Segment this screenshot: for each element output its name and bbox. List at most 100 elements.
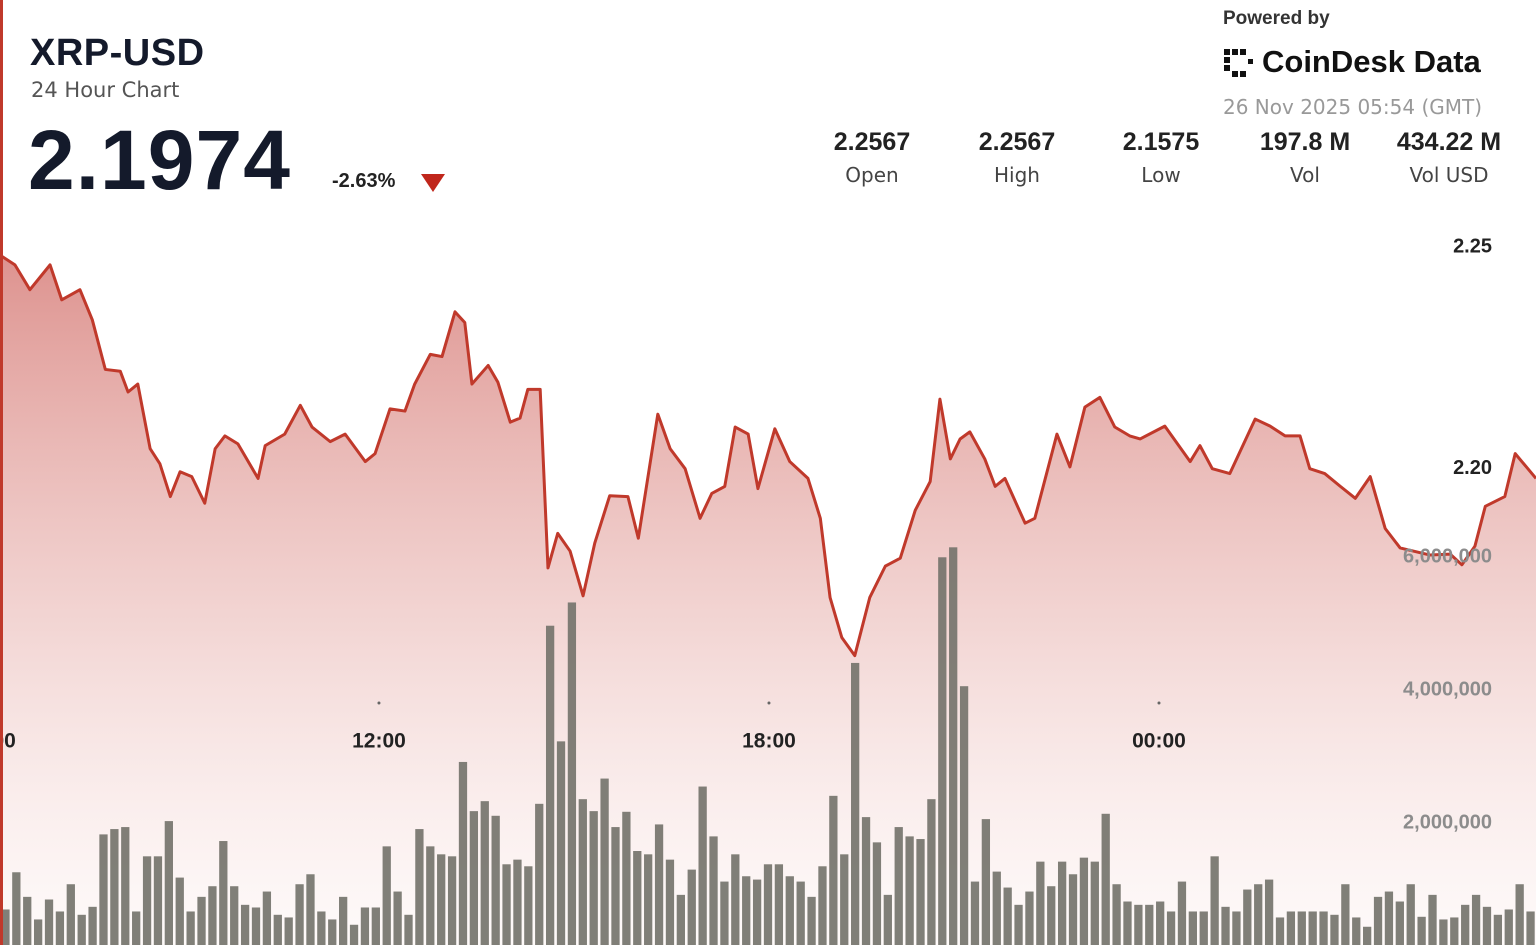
- volume-bar: [1428, 894, 1437, 945]
- volume-bar: [698, 786, 707, 945]
- volume-bar: [295, 884, 304, 945]
- x-tick-label: 18:00: [742, 730, 796, 753]
- x-tick-mark: [1157, 701, 1161, 705]
- volume-bar: [186, 911, 195, 945]
- volume-bar: [676, 894, 685, 945]
- brand-name: CoinDesk Data: [1262, 44, 1481, 79]
- volume-bar: [567, 602, 577, 945]
- volume-bar: [1014, 904, 1023, 945]
- volume-bar: [1057, 861, 1067, 945]
- volume-bar: [328, 919, 337, 945]
- volume-bar: [1264, 879, 1274, 945]
- volume-bar: [88, 906, 97, 945]
- timestamp: 26 Nov 2025 05:54 (GMT): [1223, 95, 1483, 119]
- volume-bar: [1504, 909, 1513, 945]
- stat-label: Vol: [1290, 163, 1320, 187]
- volume-bar: [12, 872, 21, 945]
- volume-bar: [251, 907, 261, 945]
- x-tick-label: 12:00: [352, 730, 406, 753]
- stat-label: Open: [845, 163, 899, 187]
- volume-bar: [1199, 911, 1208, 945]
- x-tick-label: 00:00: [1132, 730, 1186, 753]
- volume-bar: [1417, 916, 1426, 945]
- volume-bar: [1363, 926, 1372, 945]
- volume-bar: [981, 819, 991, 945]
- axis-labels: 2.20 2.25 2,000,000 4,000,000 6,000,000 06:00…: [0, 235, 1492, 833]
- volume-bar: [872, 842, 882, 945]
- volume-bar: [1232, 911, 1241, 945]
- volume-bar: [1134, 904, 1143, 945]
- volume-bar: [491, 815, 500, 945]
- x-tick-mark: [377, 701, 381, 705]
- volume-bar: [1079, 857, 1089, 945]
- volume-bar: [33, 919, 43, 945]
- volume-bar: [1330, 914, 1339, 945]
- volume-bar: [1286, 911, 1296, 945]
- volume-bar: [633, 851, 642, 945]
- stat: 434.22 M Vol USD: [1379, 128, 1519, 187]
- price-area: [0, 255, 1536, 945]
- volume-bar: [284, 917, 293, 945]
- volume-bar: [1471, 894, 1481, 945]
- volume-bar: [524, 866, 533, 945]
- y2-tick-label: 4,000,000: [1403, 678, 1492, 700]
- volume-bar: [731, 854, 740, 945]
- volume-bar: [949, 547, 958, 945]
- volume-bar: [578, 799, 587, 945]
- volume-bar: [1275, 917, 1285, 945]
- volume-bar: [360, 907, 370, 945]
- chart-title: XRP-USD: [30, 32, 205, 74]
- volume-bar: [240, 904, 250, 945]
- volume-bar: [829, 795, 838, 945]
- volume-bar: [1090, 861, 1099, 945]
- volume-bar: [44, 899, 54, 945]
- volume-bar: [992, 871, 1001, 945]
- volume-bar: [480, 801, 489, 945]
- volume-bar: [339, 896, 348, 945]
- volume-bar: [796, 881, 805, 945]
- volume-bar: [121, 827, 130, 945]
- stat: 2.2567 Open: [802, 128, 942, 187]
- volume-bar: [110, 829, 119, 945]
- volume-bar: [883, 894, 892, 945]
- volume-bar: [1461, 904, 1470, 945]
- volume-bar: [1243, 889, 1252, 945]
- volume-bar: [208, 886, 217, 945]
- stat-figure: 2.2567: [833, 128, 911, 156]
- volume-bar: [382, 846, 391, 945]
- x-tick-label: 06:00: [0, 730, 16, 753]
- volume-bar: [1003, 887, 1012, 945]
- stat-label: Low: [1141, 163, 1181, 187]
- volume-bars: [1, 547, 1535, 945]
- volume-bar: [1406, 884, 1415, 945]
- volume-bar: [1036, 861, 1045, 945]
- y-tick-label: 2.20: [1453, 457, 1492, 479]
- volume-bar: [535, 803, 544, 945]
- volume-bar: [306, 874, 315, 945]
- volume-bar: [894, 827, 903, 945]
- volume-bar: [1254, 884, 1263, 945]
- volume-bar: [938, 557, 947, 945]
- stat-figure: 197.8 M: [1259, 128, 1351, 156]
- chart-subtitle: 24 Hour Chart: [31, 78, 180, 102]
- plot: [0, 253, 1536, 945]
- volume-bar: [970, 881, 980, 945]
- volume-bar: [752, 879, 762, 945]
- volume-bar: [742, 876, 751, 945]
- volume-bar: [1177, 881, 1187, 945]
- volume-bar: [1221, 906, 1230, 945]
- volume-bar: [1188, 911, 1197, 945]
- volume-bar: [77, 914, 86, 945]
- volume-bar: [458, 761, 468, 945]
- volume-bar: [1308, 911, 1317, 945]
- volume-bar: [861, 817, 871, 945]
- volume-bar: [905, 836, 914, 945]
- volume-bar: [687, 869, 696, 945]
- stat-label: High: [994, 163, 1040, 187]
- stat-label: Vol USD: [1409, 163, 1489, 187]
- volume-bar: [1493, 914, 1503, 945]
- volume-bar: [545, 625, 555, 945]
- volume-bar: [916, 839, 925, 945]
- volume-bar: [622, 811, 631, 945]
